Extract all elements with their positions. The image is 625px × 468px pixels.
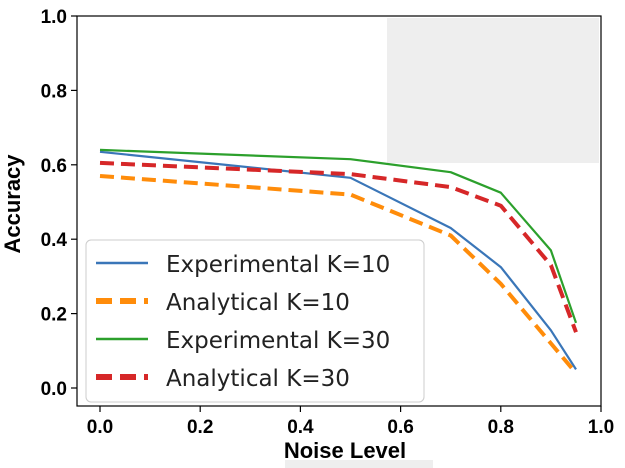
y-axis-title: Accuracy	[0, 154, 25, 254]
plot-lines	[99, 148, 578, 375]
y-tick-label: 0.4	[41, 230, 68, 251]
x-tick-label: 0.6	[387, 417, 413, 438]
x-tick-label: 0.0	[87, 417, 113, 438]
gray-occlusion-box	[387, 18, 599, 163]
y-tick-label: 0.8	[41, 81, 67, 102]
legend-label: Analytical K=10	[166, 290, 350, 316]
x-tick-label: 0.8	[488, 417, 514, 438]
plot-frame	[76, 15, 602, 407]
legend: Experimental K=10 Analytical K=10 Experime…	[85, 239, 425, 403]
x-tick-label: 0.4	[287, 417, 314, 438]
legend-label: Experimental K=30	[166, 328, 390, 354]
x-tick-label: 1.0	[588, 417, 614, 438]
series-line-4	[99, 160, 578, 333]
series-line-1	[99, 150, 577, 370]
legend-label: Experimental K=10	[166, 252, 390, 278]
y-tick-label: 0.0	[41, 379, 67, 400]
legend-items: Experimental K=10 Analytical K=10 Experime…	[96, 252, 390, 392]
series-line-3	[99, 148, 578, 324]
x-axis-title: Noise Level	[284, 438, 406, 463]
axis-ticks: 0.0 0.2 0.4 0.6 0.8 1.0 0.0 0.2 0.4 0.6 0.8 1.0	[41, 7, 615, 438]
legend-box	[85, 239, 425, 403]
x-tick-label: 0.2	[187, 417, 213, 438]
series-line-2	[99, 174, 578, 375]
y-tick-label: 0.6	[41, 156, 67, 177]
gray-occlusion-strip	[285, 460, 433, 468]
y-tick-label: 1.0	[41, 7, 67, 28]
y-tick-label: 0.2	[41, 305, 67, 326]
legend-label: Analytical K=30	[166, 366, 350, 392]
